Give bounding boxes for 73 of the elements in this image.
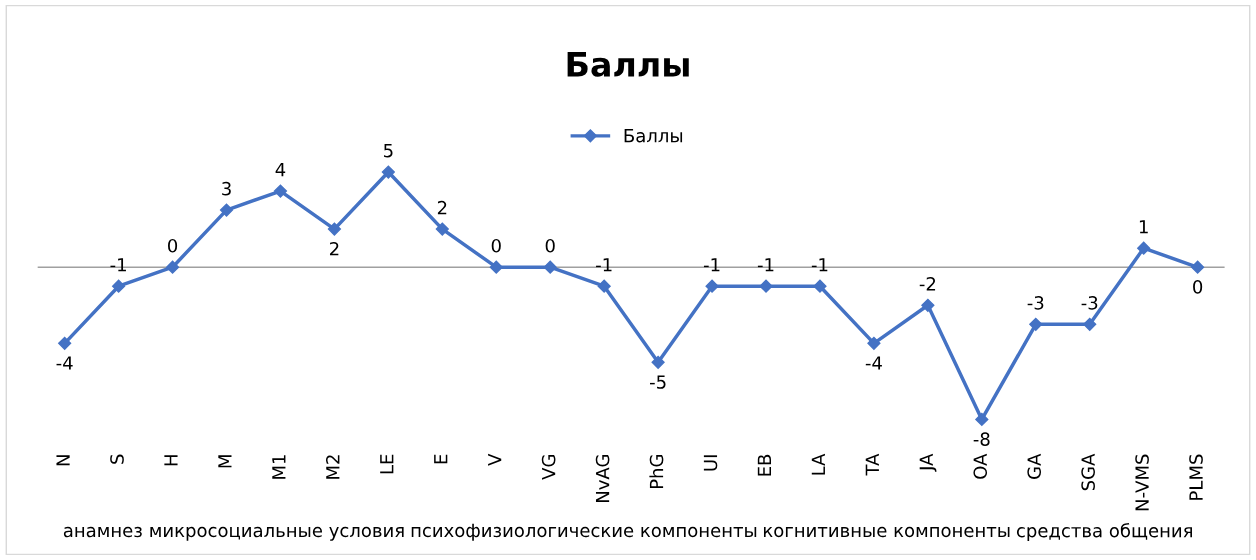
data-label: 2 (329, 241, 339, 256)
point (597, 279, 611, 293)
point (867, 336, 881, 350)
point (1137, 241, 1151, 255)
point (921, 298, 935, 312)
x-tick-label: EB (757, 454, 771, 476)
point (1029, 317, 1043, 331)
x-tick-label: M (218, 455, 232, 468)
x-tick-label: E (434, 454, 448, 464)
x-tick-label: M1 (272, 455, 286, 479)
x-tick-label: N (56, 455, 70, 466)
data-label: 3 (222, 181, 231, 196)
data-label: -4 (56, 356, 73, 370)
data-label: -1 (757, 258, 774, 272)
point (1083, 317, 1097, 331)
point (975, 412, 989, 427)
data-label: -1 (811, 258, 828, 272)
x-tick-label: PLMS (1189, 454, 1203, 500)
x-tick-label: GA (1027, 453, 1042, 479)
data-label: -1 (703, 258, 720, 272)
x-tick-label: VG (541, 455, 556, 480)
point (1191, 260, 1205, 274)
x-tick-label: JA (919, 453, 937, 472)
point (705, 279, 719, 293)
data-label: -1 (596, 258, 612, 272)
x-tick-label: M2 (325, 455, 340, 479)
point (327, 222, 341, 236)
data-label: 1 (1139, 220, 1148, 234)
point (58, 336, 72, 350)
text: психофизиологические компоненты (411, 523, 757, 541)
data-label: 0 (491, 238, 501, 253)
x-tick-label: OA (973, 453, 988, 479)
x-tick-label: SGA (1081, 453, 1095, 491)
data-label: 4 (275, 163, 286, 177)
text: микросоциальные условия (150, 526, 404, 541)
text: средства общения (1016, 523, 1192, 541)
point (381, 165, 395, 179)
x-tick-label: N-VMS (1135, 454, 1149, 511)
data-label: 0 (1193, 280, 1203, 294)
point (273, 184, 288, 198)
data-label: -4 (865, 356, 882, 370)
x-tick-label: V (488, 453, 502, 466)
point (759, 279, 773, 293)
x-tick-label: UI (703, 455, 718, 471)
data-label: -3 (1081, 296, 1098, 310)
point (489, 260, 503, 274)
text: когнитивные компоненты (763, 526, 1010, 538)
data-label: -2 (919, 276, 936, 291)
x-tick-label: TA (865, 453, 879, 476)
x-tick-label: PhG (649, 455, 664, 489)
chart-title: Баллы (567, 52, 689, 77)
x-tick-label: LE (380, 454, 394, 474)
point (112, 279, 126, 293)
x-tick-label: LA (811, 453, 825, 475)
data-label: 0 (168, 238, 178, 253)
point (543, 260, 557, 274)
data-label: -1 (110, 258, 126, 272)
data-label: -3 (1027, 296, 1044, 310)
point (219, 203, 234, 217)
legend-label: Баллы (624, 129, 683, 143)
data-label: 2 (437, 200, 447, 215)
point (165, 260, 180, 274)
data-label: 5 (384, 144, 393, 158)
point (435, 222, 449, 236)
point (813, 279, 827, 293)
x-tick-label: H (164, 455, 178, 466)
x-tick-label: S (110, 454, 124, 464)
data-label: -5 (650, 375, 666, 389)
data-label: 0 (545, 238, 555, 253)
x-tick-label: NvAG (595, 455, 610, 502)
text: анамнез (63, 526, 142, 538)
point (651, 355, 665, 369)
data-label: -8 (973, 432, 990, 446)
